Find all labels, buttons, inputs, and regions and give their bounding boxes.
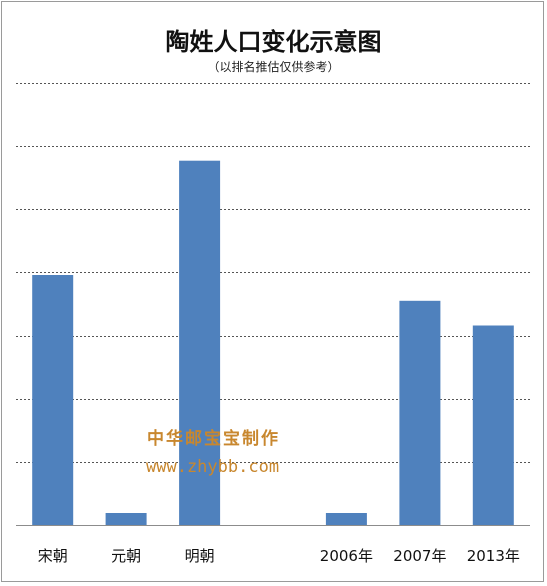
x-tick-label: 2007年 bbox=[393, 547, 446, 565]
bar-2007年 bbox=[399, 300, 441, 525]
chart-subtitle: （以排名推估仅供参考） bbox=[207, 60, 340, 74]
x-tick-label: 2006年 bbox=[320, 547, 373, 565]
chart-title: 陶姓人口变化示意图 bbox=[165, 27, 382, 56]
bar-宋朝 bbox=[32, 275, 74, 525]
x-tick-label: 2013年 bbox=[467, 547, 520, 565]
watermark-text: 中华邮宝宝制作 bbox=[147, 429, 280, 449]
bar-明朝 bbox=[179, 160, 221, 525]
x-tick-label: 宋朝 bbox=[38, 547, 68, 565]
bar-2006年 bbox=[325, 513, 367, 525]
bar-元朝 bbox=[105, 513, 147, 525]
x-tick-label: 元朝 bbox=[111, 547, 141, 565]
watermark-url: www.zhybb.com bbox=[146, 457, 280, 477]
bar-2013年 bbox=[472, 325, 514, 525]
x-tick-label: 明朝 bbox=[185, 547, 215, 565]
